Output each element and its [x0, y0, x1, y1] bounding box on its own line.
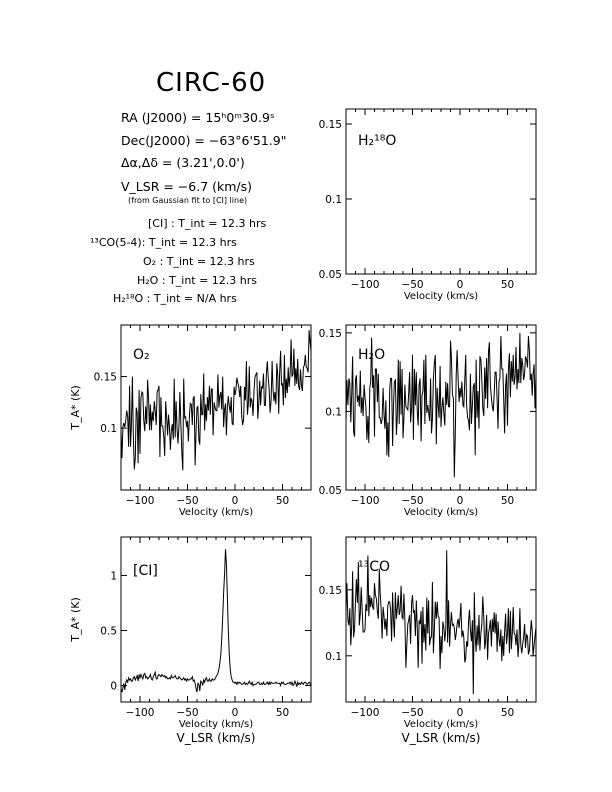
vlsr-note: (from Gaussian fit to [CI] line) — [128, 196, 248, 205]
o2-ytick-label: 0.15 — [94, 372, 117, 384]
h2-18o-ytick-label: 0.05 — [319, 269, 342, 281]
h2o-ytick-label: 0.05 — [319, 485, 342, 497]
13co-ytick-label: 0.1 — [325, 651, 342, 663]
page-title: CIRC-60 — [156, 68, 267, 98]
h2o-xtick-label: −100 — [351, 495, 380, 507]
13co-line-label: ¹³CO — [358, 559, 390, 575]
h2o-ytick-label: 0.1 — [325, 406, 342, 418]
ci-ytick-label: 1 — [110, 571, 117, 583]
13co-xtick-label: 0 — [457, 707, 464, 719]
ci-ytick-label: 0.5 — [100, 626, 117, 638]
h2o-xtick-label: −50 — [401, 495, 423, 507]
ci-xlabel2: V_LSR (km/s) — [177, 731, 256, 745]
h2-18o-xtick-label: −50 — [401, 279, 423, 291]
o2-xtick-label: 50 — [276, 495, 289, 507]
13co-xtick-label: −100 — [351, 707, 380, 719]
13co-xlabel: Velocity (km/s) — [404, 719, 478, 730]
ci-xlabel: Velocity (km/s) — [179, 719, 253, 730]
h2-18o-xtick-label: −100 — [351, 279, 380, 291]
ci-xtick-label: −100 — [126, 707, 155, 719]
o2-xlabel: Velocity (km/s) — [179, 507, 253, 518]
ra-line: RA (J2000) = 15ʰ0ᵐ30.9ˢ — [121, 110, 275, 125]
13co-xtick-label: 50 — [501, 707, 514, 719]
o2-xtick-label: 0 — [232, 495, 239, 507]
13co-xtick-label: −50 — [401, 707, 423, 719]
h2-18o-xtick-label: 0 — [457, 279, 464, 291]
o2-ytick-label: 0.1 — [100, 423, 117, 435]
ci-xtick-label: 50 — [276, 707, 289, 719]
tint-h2o: H₂O : T_int = 12.3 hrs — [137, 274, 258, 287]
tint-13co: ¹³CO(5-4): T_int = 12.3 hrs — [90, 236, 237, 249]
ci-spectrum-line-0 — [120, 549, 312, 693]
13co-ytick-label: 0.15 — [319, 585, 342, 597]
13co-xlabel2: V_LSR (km/s) — [402, 731, 481, 745]
13co-spectrum-line-0 — [345, 550, 537, 695]
ci-ytick-label: 0 — [110, 681, 117, 693]
ci-line-label: [CI] — [133, 563, 158, 579]
o2-xtick-label: −100 — [126, 495, 155, 507]
ci-xtick-label: 0 — [232, 707, 239, 719]
h2-18o-ytick-label: 0.15 — [319, 119, 342, 131]
h2-18o-xlabel: Velocity (km/s) — [404, 291, 478, 302]
h2o-ytick-label: 0.15 — [319, 328, 342, 340]
ci-ylabel: T_A* (K) — [69, 597, 82, 643]
h2o-xlabel: Velocity (km/s) — [404, 507, 478, 518]
h2-18o-line-label: H₂¹⁸O — [358, 133, 396, 149]
o2-xtick-label: −50 — [176, 495, 198, 507]
vlsr-line: V_LSR = −6.7 (km/s) — [121, 179, 253, 194]
h2o-xtick-label: 0 — [457, 495, 464, 507]
offset-line: Δα,Δδ = (3.21',0.0') — [121, 155, 245, 170]
o2-ylabel: T_A* (K) — [69, 385, 82, 431]
tint-ci: [CI] : T_int = 12.3 hrs — [148, 217, 267, 230]
ci-xtick-label: −50 — [176, 707, 198, 719]
h2o-xtick-label: 50 — [501, 495, 514, 507]
tint-o2: O₂ : T_int = 12.3 hrs — [143, 255, 255, 268]
h2-18o-xtick-label: 50 — [501, 279, 514, 291]
o2-spectrum-line-0 — [120, 330, 312, 471]
o2-line-label: O₂ — [133, 347, 150, 363]
dec-line: Dec(J2000) = −63°6'51.9" — [121, 133, 287, 148]
h2o-spectrum-line-0 — [345, 332, 537, 478]
h2-18o-ytick-label: 0.1 — [325, 194, 342, 206]
tint-h218o: H₂¹⁸O : T_int = N/A hrs — [113, 292, 237, 305]
